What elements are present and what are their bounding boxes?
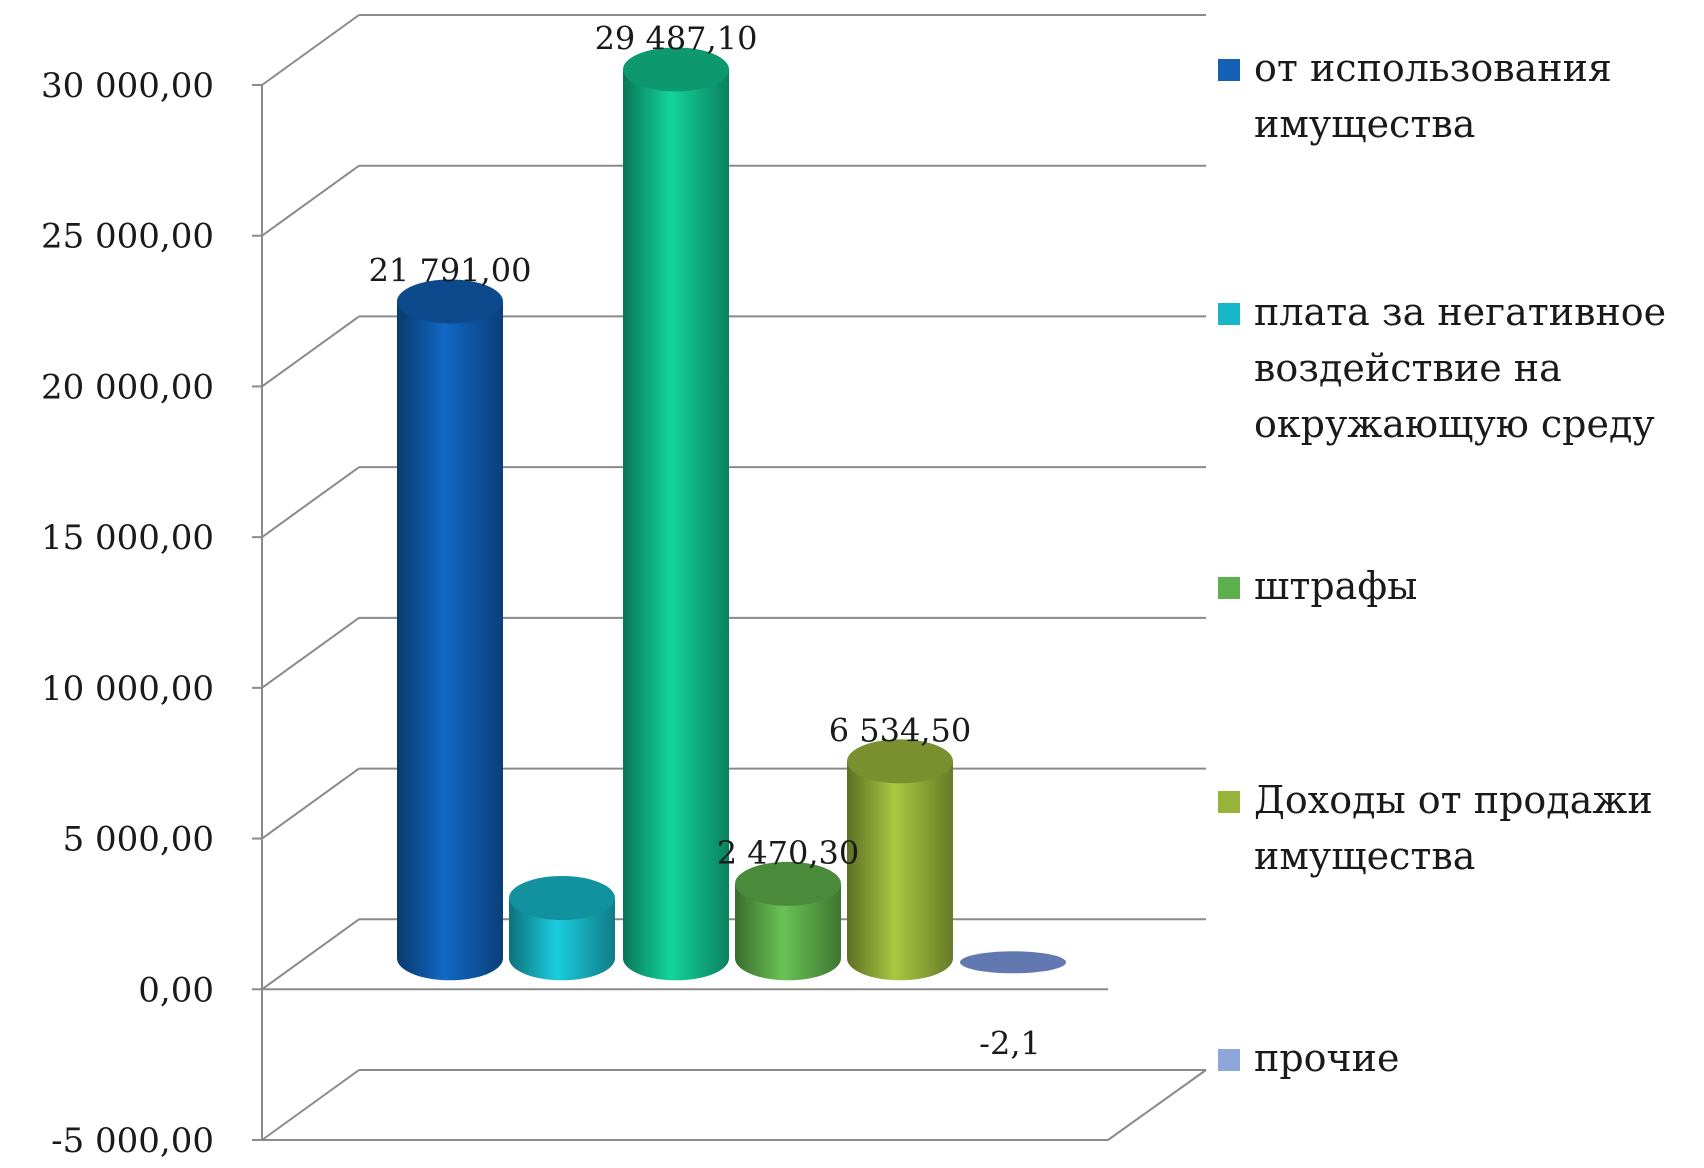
legend-label: штрафы [1254, 564, 1418, 608]
bottom-floor-right [1107, 1069, 1207, 1141]
y-tick-label: -5 000,00 [51, 1121, 214, 1161]
bar-top [847, 739, 953, 784]
legend-label: плата за негативное воздействие на окруж… [1254, 290, 1667, 446]
legend-label: от использования имущества [1254, 46, 1612, 146]
bar-body [397, 301, 503, 981]
y-tick-label: 25 000,00 [41, 217, 214, 257]
gridline-side [261, 1069, 360, 1141]
legend-item-environmental-fee: плата за негативное воздействие на окруж… [1218, 284, 1666, 452]
bar-top [960, 951, 1066, 974]
legend-item-other: прочие [1218, 1030, 1399, 1086]
bar-cylinder [735, 861, 841, 981]
gridline-side [261, 315, 360, 388]
legend-label: прочие [1254, 1036, 1400, 1080]
bar-cylinder [960, 951, 1066, 974]
bar-cylinder [623, 47, 729, 981]
y-tick-label: 0,00 [138, 970, 214, 1010]
legend-swatch [1218, 791, 1240, 813]
y-tick-label: 30 000,00 [41, 66, 214, 106]
y-tick-label: 10 000,00 [41, 669, 214, 709]
bar-body [509, 898, 615, 981]
y-tick-label: 5 000,00 [63, 820, 214, 860]
bar-top [735, 861, 841, 906]
legend-swatch [1218, 59, 1240, 81]
legend-swatch [1218, 303, 1240, 325]
bar-cylinder [509, 876, 615, 981]
legend-item-property-use: от использования имущества [1218, 40, 1612, 152]
bar-body [735, 883, 841, 981]
data-label: 29 487,10 [595, 19, 758, 57]
gridline-side [261, 14, 360, 86]
bar-cylinder [397, 279, 503, 981]
bar-top [397, 279, 503, 324]
chart-data-labels: 21 791,00 29 487,10 2 470,30 6 534,50 -2,1 [369, 19, 1041, 1062]
bar-top [623, 47, 729, 92]
bar-top [509, 876, 615, 920]
legend-item-property-sales: Доходы от продажи имущества [1218, 772, 1653, 884]
legend-swatch [1218, 1049, 1240, 1071]
legend-label: Доходы от продажи имущества [1254, 778, 1653, 878]
legend-item-fines: штрафы [1218, 558, 1417, 614]
chart-walls [261, 85, 1207, 1141]
bar-cylinder [847, 739, 953, 981]
y-axis-tick-labels: -5 000,00 0,00 5 000,00 10 000,00 15 000,00 2… [41, 66, 214, 1161]
bar-body [847, 761, 953, 981]
bar-body [623, 69, 729, 981]
y-tick-label: 20 000,00 [41, 367, 214, 407]
data-label: -2,1 [979, 1024, 1041, 1062]
data-label: 2 470,30 [717, 834, 860, 872]
gridline-side [261, 164, 360, 237]
y-tick-label: 15 000,00 [41, 518, 214, 558]
chart-bars [397, 47, 1066, 981]
gridline-side [261, 767, 360, 840]
gridline-side [261, 617, 360, 689]
data-label: 21 791,00 [369, 251, 532, 289]
gridline-side [261, 918, 360, 991]
gridline-side [261, 466, 360, 538]
data-label: 6 534,50 [829, 711, 972, 749]
legend-swatch [1218, 577, 1240, 599]
